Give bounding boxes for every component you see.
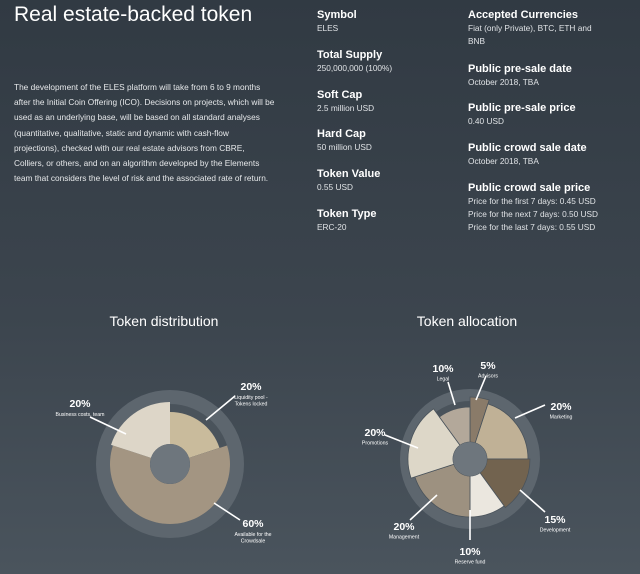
- spec-crowdsale-date: Public crowd sale date October 2018, TBA: [468, 141, 587, 168]
- pie-slice-available-for-the-crowdsale: [110, 445, 231, 524]
- spec-label: Public crowd sale date: [468, 142, 587, 154]
- leader-line: [384, 434, 419, 449]
- leader-line: [514, 404, 546, 419]
- leader-line: [409, 494, 438, 521]
- leader-line: [447, 381, 456, 406]
- spec-label: Public crowd sale price: [468, 182, 591, 194]
- slice-percent-label: 20%: [364, 427, 386, 439]
- slice-name-label: Reserve fund: [455, 560, 486, 566]
- slice-percent-label: 10%: [432, 363, 454, 375]
- chart-title-allocation: Token allocation: [416, 313, 518, 329]
- spec-value: 0.55 USD: [317, 182, 353, 192]
- slice-name-label: Advisors: [478, 374, 498, 380]
- leader-line: [205, 395, 236, 421]
- page-title: Real estate-backed token: [14, 3, 253, 26]
- spec-value: 50 million USD: [317, 142, 372, 152]
- donut-center-hole: [150, 444, 190, 484]
- slice-name-label: Tokens locked: [235, 402, 268, 408]
- spec-value: ELES: [317, 23, 339, 33]
- spec-value-line: Price for the next 7 days: 0.50 USD: [468, 209, 599, 219]
- spec-value-line: 0.40 USD: [468, 116, 504, 126]
- spec-label: Hard Cap: [317, 128, 366, 140]
- slice-name-label: Business costs, team: [55, 412, 104, 418]
- slice-percent-label: 15%: [544, 514, 566, 526]
- spec-token-value: Token Value 0.55 USD: [317, 167, 380, 194]
- spec-label: Public pre-sale date: [468, 63, 572, 75]
- intro-paragraph: The development of the ELES platform wil…: [14, 82, 275, 184]
- spec-value-line: October 2018, TBA: [468, 156, 539, 166]
- spec-value-line: Price for the last 7 days: 0.55 USD: [468, 222, 596, 232]
- spec-label: Soft Cap: [317, 89, 363, 101]
- slice-percent-label: 20%: [393, 521, 415, 533]
- slice-percent-label: 20%: [240, 381, 262, 393]
- spec-presale-price: Public pre-sale price 0.40 USD: [468, 101, 576, 128]
- slice-percent-label: 20%: [550, 401, 572, 413]
- slice-percent-label: 20%: [69, 398, 91, 410]
- spec-presale-date: Public pre-sale date October 2018, TBA: [468, 62, 572, 89]
- spec-label: Token Type: [317, 208, 377, 220]
- spec-label: Total Supply: [317, 49, 383, 61]
- slice-name-label: Legal: [437, 377, 450, 383]
- leader-line: [89, 416, 127, 435]
- slice-name-label: Crowdsale: [241, 539, 266, 545]
- spec-value: 2.5 million USD: [317, 103, 375, 113]
- chart-title-distribution: Token distribution: [109, 313, 219, 329]
- spec-soft-cap: Soft Cap 2.5 million USD: [317, 88, 374, 115]
- slice-name-label: Management: [389, 535, 420, 541]
- spec-value: 250,000,000 (100%): [317, 63, 393, 73]
- slice-name-label: Marketing: [550, 415, 573, 421]
- spec-crowdsale-price: Public crowd sale price Price for the fi…: [468, 181, 598, 234]
- slice-percent-label: 5%: [480, 360, 496, 372]
- slice-percent-label: 10%: [459, 546, 481, 558]
- spec-label: Token Value: [317, 168, 381, 180]
- leader-line: [475, 375, 487, 401]
- spec-value-line: BNB: [468, 36, 486, 46]
- slice-name-label: Development: [540, 528, 571, 534]
- donut-center-hole: [453, 442, 487, 476]
- spec-value: ERC-20: [317, 222, 347, 232]
- leader-line: [213, 502, 241, 521]
- spec-value-line: Price for the first 7 days: 0.45 USD: [468, 196, 596, 206]
- slice-name-label: Promotions: [362, 441, 389, 447]
- spec-total-supply: Total Supply 250,000,000 (100%): [317, 48, 392, 75]
- pie-slice-business-costs-team: [111, 402, 170, 458]
- spec-token-type: Token Type ERC-20: [317, 207, 377, 234]
- spec-label: Symbol: [317, 9, 357, 21]
- spec-label: Accepted Currencies: [468, 9, 579, 21]
- spec-value-line: October 2018, TBA: [468, 77, 539, 87]
- spec-hard-cap: Hard Cap 50 million USD: [317, 127, 372, 154]
- leader-line: [519, 489, 546, 513]
- spec-symbol: Symbol ELES: [317, 8, 357, 35]
- slice-percent-label: 60%: [242, 518, 264, 530]
- pie-slice-liquidity-pool-tokens-locked: [170, 412, 220, 458]
- spec-accepted-currencies: Accepted Currencies Fiat (only Private),…: [468, 8, 592, 48]
- slice-name-label: Liquidity pool -: [234, 395, 268, 401]
- spec-value-line: Fiat (only Private), BTC, ETH and: [468, 23, 592, 33]
- slice-name-label: Available for the: [234, 532, 271, 538]
- spec-label: Public pre-sale price: [468, 102, 576, 114]
